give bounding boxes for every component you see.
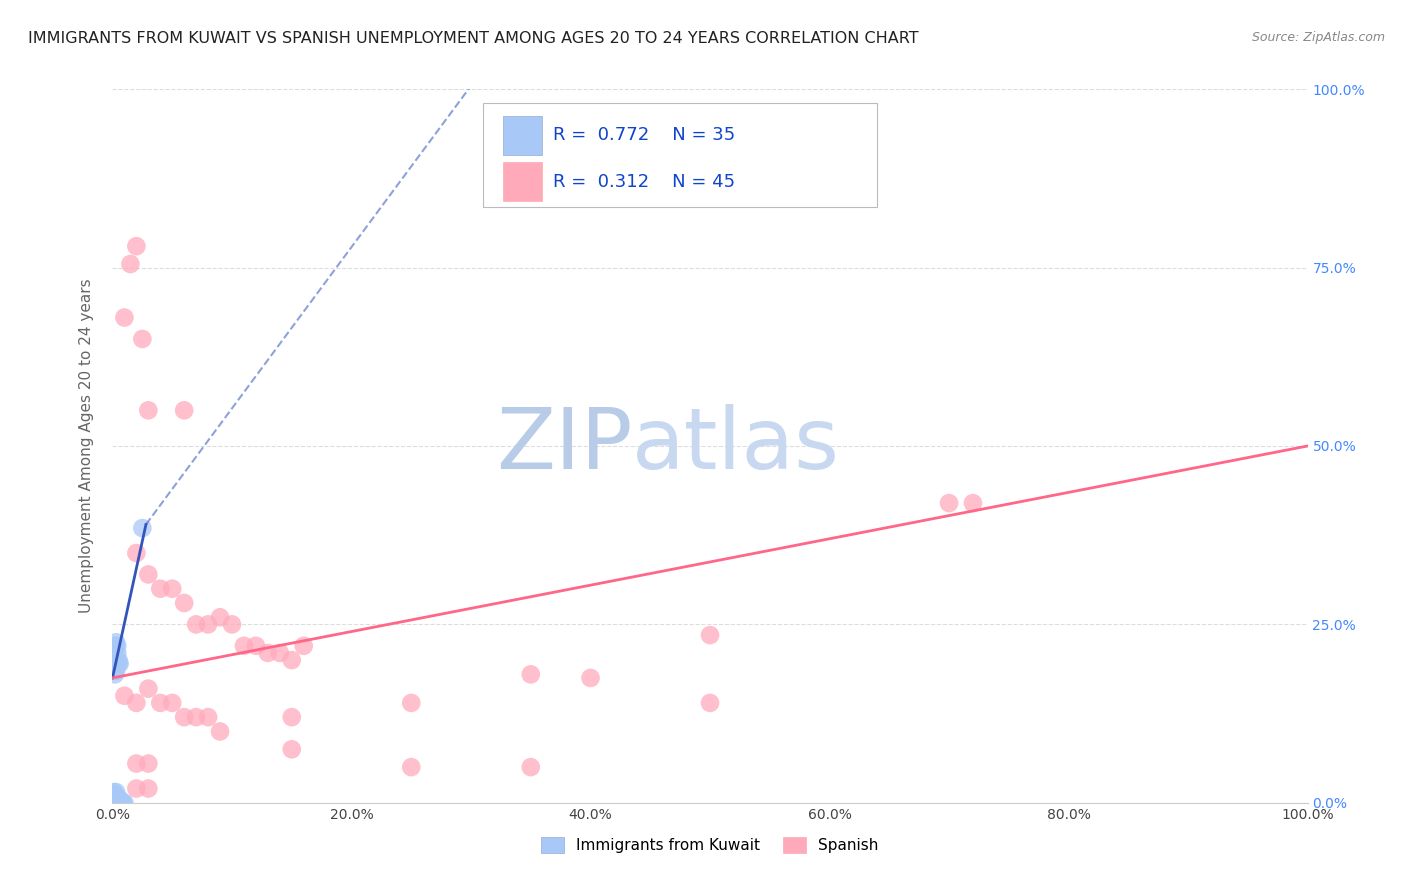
Point: [104, 789, 127, 803]
Text: ZIP: ZIP: [496, 404, 633, 488]
Point: [110, 796, 132, 810]
Point: [125, 696, 148, 710]
Point: [401, 696, 423, 710]
Point: [114, 310, 135, 325]
Point: [107, 657, 129, 671]
Point: [281, 710, 304, 724]
Point: [138, 567, 160, 582]
Point: [131, 521, 153, 535]
Point: [138, 681, 160, 696]
Point: [101, 792, 124, 806]
Point: [245, 639, 267, 653]
Point: [233, 639, 256, 653]
Point: [579, 671, 602, 685]
Point: [125, 756, 148, 771]
Point: [104, 657, 127, 671]
Point: [138, 781, 160, 796]
Text: IMMIGRANTS FROM KUWAIT VS SPANISH UNEMPLOYMENT AMONG AGES 20 TO 24 YEARS CORRELA: IMMIGRANTS FROM KUWAIT VS SPANISH UNEMPL…: [28, 31, 918, 46]
Point: [938, 496, 960, 510]
Point: [105, 646, 128, 660]
Point: [162, 696, 183, 710]
Point: [103, 796, 125, 810]
Point: [103, 785, 125, 799]
Point: [281, 653, 304, 667]
Point: [138, 756, 160, 771]
Legend: Immigrants from Kuwait, Spanish: Immigrants from Kuwait, Spanish: [536, 831, 884, 859]
Point: [173, 710, 195, 724]
Point: [108, 657, 131, 671]
Point: [186, 617, 208, 632]
Point: [221, 617, 243, 632]
Point: [962, 496, 984, 510]
Point: [105, 792, 128, 806]
Point: [105, 639, 128, 653]
Point: [120, 257, 142, 271]
Point: [108, 796, 131, 810]
Point: [269, 646, 291, 660]
Text: atlas: atlas: [633, 404, 841, 488]
Point: [209, 610, 232, 624]
Point: [281, 742, 304, 756]
Point: [114, 796, 135, 810]
Point: [114, 689, 135, 703]
Point: [104, 796, 127, 810]
Point: [101, 796, 124, 810]
Text: R =  0.772    N = 35: R = 0.772 N = 35: [554, 127, 735, 145]
Point: [111, 796, 134, 810]
FancyBboxPatch shape: [484, 103, 877, 207]
Point: [699, 628, 721, 642]
Point: [105, 639, 128, 653]
Point: [257, 646, 280, 660]
Y-axis label: Unemployment Among Ages 20 to 24 years: Unemployment Among Ages 20 to 24 years: [79, 278, 94, 614]
FancyBboxPatch shape: [503, 116, 541, 155]
Point: [149, 696, 172, 710]
Point: [197, 617, 219, 632]
Point: [131, 332, 153, 346]
Point: [105, 792, 128, 806]
Point: [197, 710, 219, 724]
Text: Source: ZipAtlas.com: Source: ZipAtlas.com: [1251, 31, 1385, 45]
Point: [105, 664, 128, 678]
Point: [125, 781, 148, 796]
Point: [103, 792, 125, 806]
Point: [103, 789, 125, 803]
Point: [173, 403, 195, 417]
Point: [105, 657, 128, 671]
Point: [173, 596, 195, 610]
Point: [108, 792, 131, 806]
Point: [520, 667, 543, 681]
Point: [162, 582, 183, 596]
Point: [699, 696, 721, 710]
Point: [125, 239, 148, 253]
Point: [520, 760, 543, 774]
Point: [105, 789, 128, 803]
Point: [105, 796, 128, 810]
Point: [401, 760, 423, 774]
Point: [149, 582, 172, 596]
Point: [104, 667, 127, 681]
Point: [105, 796, 128, 810]
Point: [186, 710, 208, 724]
FancyBboxPatch shape: [503, 162, 541, 202]
Point: [103, 792, 125, 806]
Point: [292, 639, 315, 653]
Point: [104, 792, 127, 806]
Point: [112, 796, 135, 810]
Point: [105, 635, 128, 649]
Text: R =  0.312    N = 45: R = 0.312 N = 45: [554, 173, 735, 191]
Point: [105, 785, 128, 799]
Point: [107, 653, 129, 667]
Point: [138, 403, 160, 417]
Point: [209, 724, 232, 739]
Point: [107, 792, 129, 806]
Point: [125, 546, 148, 560]
